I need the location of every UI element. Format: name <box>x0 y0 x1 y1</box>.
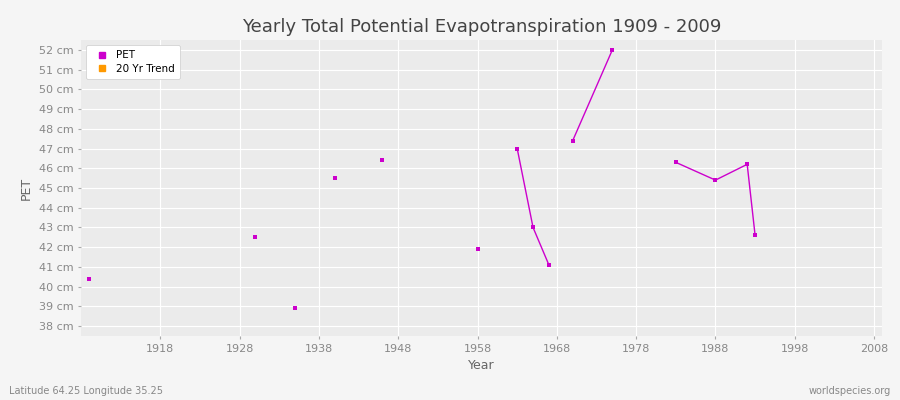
Point <box>82 276 96 282</box>
Point <box>708 177 723 183</box>
Point <box>471 246 485 252</box>
Point <box>510 145 525 152</box>
Y-axis label: PET: PET <box>20 176 33 200</box>
Text: Latitude 64.25 Longitude 35.25: Latitude 64.25 Longitude 35.25 <box>9 386 163 396</box>
Point <box>248 234 263 240</box>
Point <box>565 138 580 144</box>
Point <box>542 262 556 268</box>
Point <box>740 161 754 168</box>
Text: worldspecies.org: worldspecies.org <box>809 386 891 396</box>
Point <box>605 47 619 53</box>
Point <box>526 224 540 231</box>
Point <box>669 159 683 166</box>
Point <box>748 232 762 238</box>
Title: Yearly Total Potential Evapotranspiration 1909 - 2009: Yearly Total Potential Evapotranspiratio… <box>242 18 721 36</box>
Legend: PET, 20 Yr Trend: PET, 20 Yr Trend <box>86 45 180 79</box>
Point <box>328 175 342 181</box>
Point <box>288 305 302 312</box>
Point <box>375 157 390 164</box>
X-axis label: Year: Year <box>468 359 495 372</box>
